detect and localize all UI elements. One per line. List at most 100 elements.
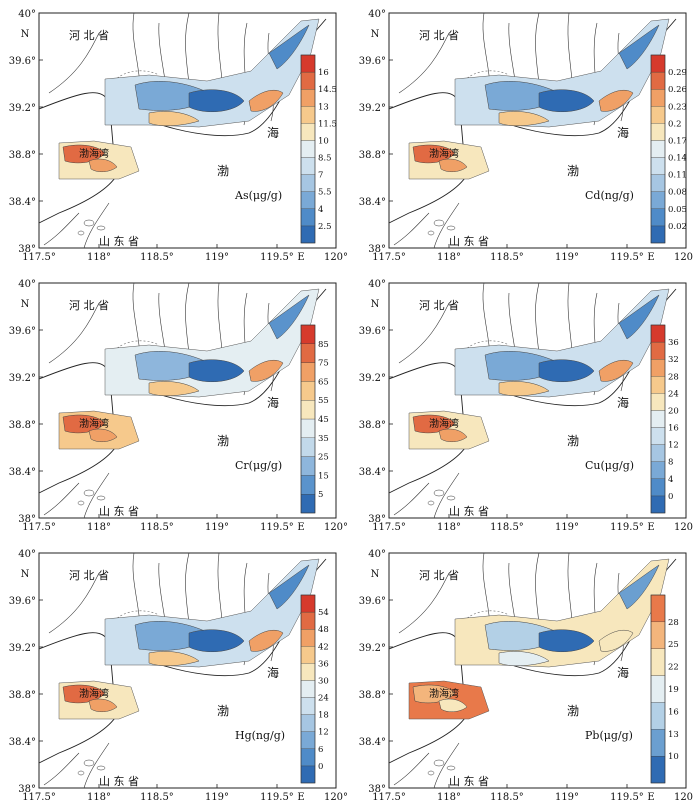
legend-tick-label: 36 [318,659,329,669]
label-sea-bo: 渤 [567,704,579,718]
legend-swatch [300,140,316,158]
legend-swatch [650,621,666,649]
y-tick-label: 39.2° [359,373,386,384]
island [96,765,106,771]
island [83,489,95,497]
legend-swatch [300,437,316,457]
legend-tick-label: 0.23 [668,102,687,112]
y-tick-label: 39.2° [359,643,386,654]
legend-tick-label: 0 [668,492,673,502]
x-tick-label: 118° [87,792,111,803]
contour-zone [62,684,106,704]
river-line [393,212,430,246]
label-bohai-bay: 渤海湾 [429,147,459,160]
label-sea-bo: 渤 [217,704,229,718]
legend-swatch [300,174,316,192]
coastline [38,92,118,224]
contour-zone [188,629,245,653]
y-tick-label: 39.6° [359,596,386,607]
island [77,500,85,506]
contour-zone [248,90,284,112]
y-tick-label: 38° [368,514,386,525]
coastline [38,362,118,494]
legend-swatch [650,755,666,784]
legend-tick-label: 11.5 [318,119,337,129]
label-sea-bo: 渤 [567,434,579,448]
legend-tick-label: 10 [318,136,329,146]
legend-tick-label: 16 [318,68,329,78]
x-tick-label: 118° [87,252,111,263]
label-hebei: 河 北 省 [69,299,109,312]
legend-swatch [300,71,316,90]
contour-zone [188,89,245,113]
label-shandong: 山 东 省 [449,775,489,788]
legend-swatch [300,191,316,209]
x-tick-label: 119.5° [610,522,644,533]
y-tick-label: 38° [368,784,386,795]
contour-zone [438,698,468,712]
river-line [433,202,460,249]
legend-tick-label: 24 [318,694,329,704]
legend-swatch [650,341,666,360]
bay-outline [106,340,160,370]
legend-tick-label: 7 [318,171,323,181]
coastline [388,92,468,224]
label-bohai-bay: 渤海湾 [79,687,109,700]
legend-swatch [300,343,316,363]
contour-zone [598,630,634,652]
y-tick-label: 38.4° [9,197,36,208]
legend-tick-label: 0.11 [668,171,687,181]
legend-swatch [300,475,316,495]
legend-tick-label: 25 [668,640,679,650]
panel-variable-label: Cu(μg/g) [585,459,634,472]
legend-swatch [300,157,316,175]
x-tick-label: 119° [555,522,579,533]
legend-swatch [650,359,666,377]
contour-zone [538,359,595,383]
label-bohai-bay: 渤海湾 [79,417,109,430]
legend-colorbar [650,594,666,784]
legend-colorbar [650,324,666,514]
y-tick-label: 38.8° [359,690,386,701]
x-unit-label: E [647,522,654,533]
island [446,765,456,771]
y-unit-label: N [21,569,30,580]
y-unit-label: N [371,29,380,40]
label-shandong: 山 东 省 [99,235,139,248]
legend-colorbar [300,324,316,514]
legend-swatch [300,646,316,664]
river-line [398,302,450,364]
contour-zone [88,698,118,712]
y-tick-label: 38° [18,514,36,525]
contour-zone [438,428,468,442]
legend-swatch [650,324,666,343]
label-shandong: 山 东 省 [449,235,489,248]
label-sea-bo: 渤 [217,164,229,178]
legend-tick-label: 65 [318,377,329,387]
map-panel-cd: 河 北 省山 东 省 渤海湾 海渤 0.29 0.26 0.23 0.2 0.17 0.14 0.… [359,9,694,263]
x-unit-label: E [297,522,304,533]
x-tick-label: 120° [324,252,348,263]
legend-tick-label: 42 [318,642,329,652]
contour-zone [618,294,660,340]
map-panel-cr: 河 北 省山 东 省 渤海湾 海渤 85 75 65 55 45 35 25 15 5 Cr(μg/g)… [9,279,348,533]
legend-tick-label: 35 [318,434,329,444]
legend-tick-label: 54 [318,608,329,618]
contour-zone [498,651,550,666]
x-tick-label: 118° [437,792,461,803]
legend-tick-label: 0 [318,762,323,772]
legend-swatch [300,714,316,732]
x-tick-label: 118.5° [490,252,524,263]
legend-swatch [650,427,666,445]
label-sea-bo: 渤 [567,164,579,178]
legend-tick-label: 32 [668,355,679,365]
legend-swatch [300,680,316,698]
contour-zone [88,158,118,172]
contour-zone [62,144,106,164]
legend-tick-label: 24 [668,389,679,399]
legend-swatch [300,225,316,244]
x-tick-label: 118.5° [140,522,174,533]
bay-outline [456,610,510,640]
legend-tick-label: 20 [668,406,679,416]
legend-swatch [650,376,666,394]
